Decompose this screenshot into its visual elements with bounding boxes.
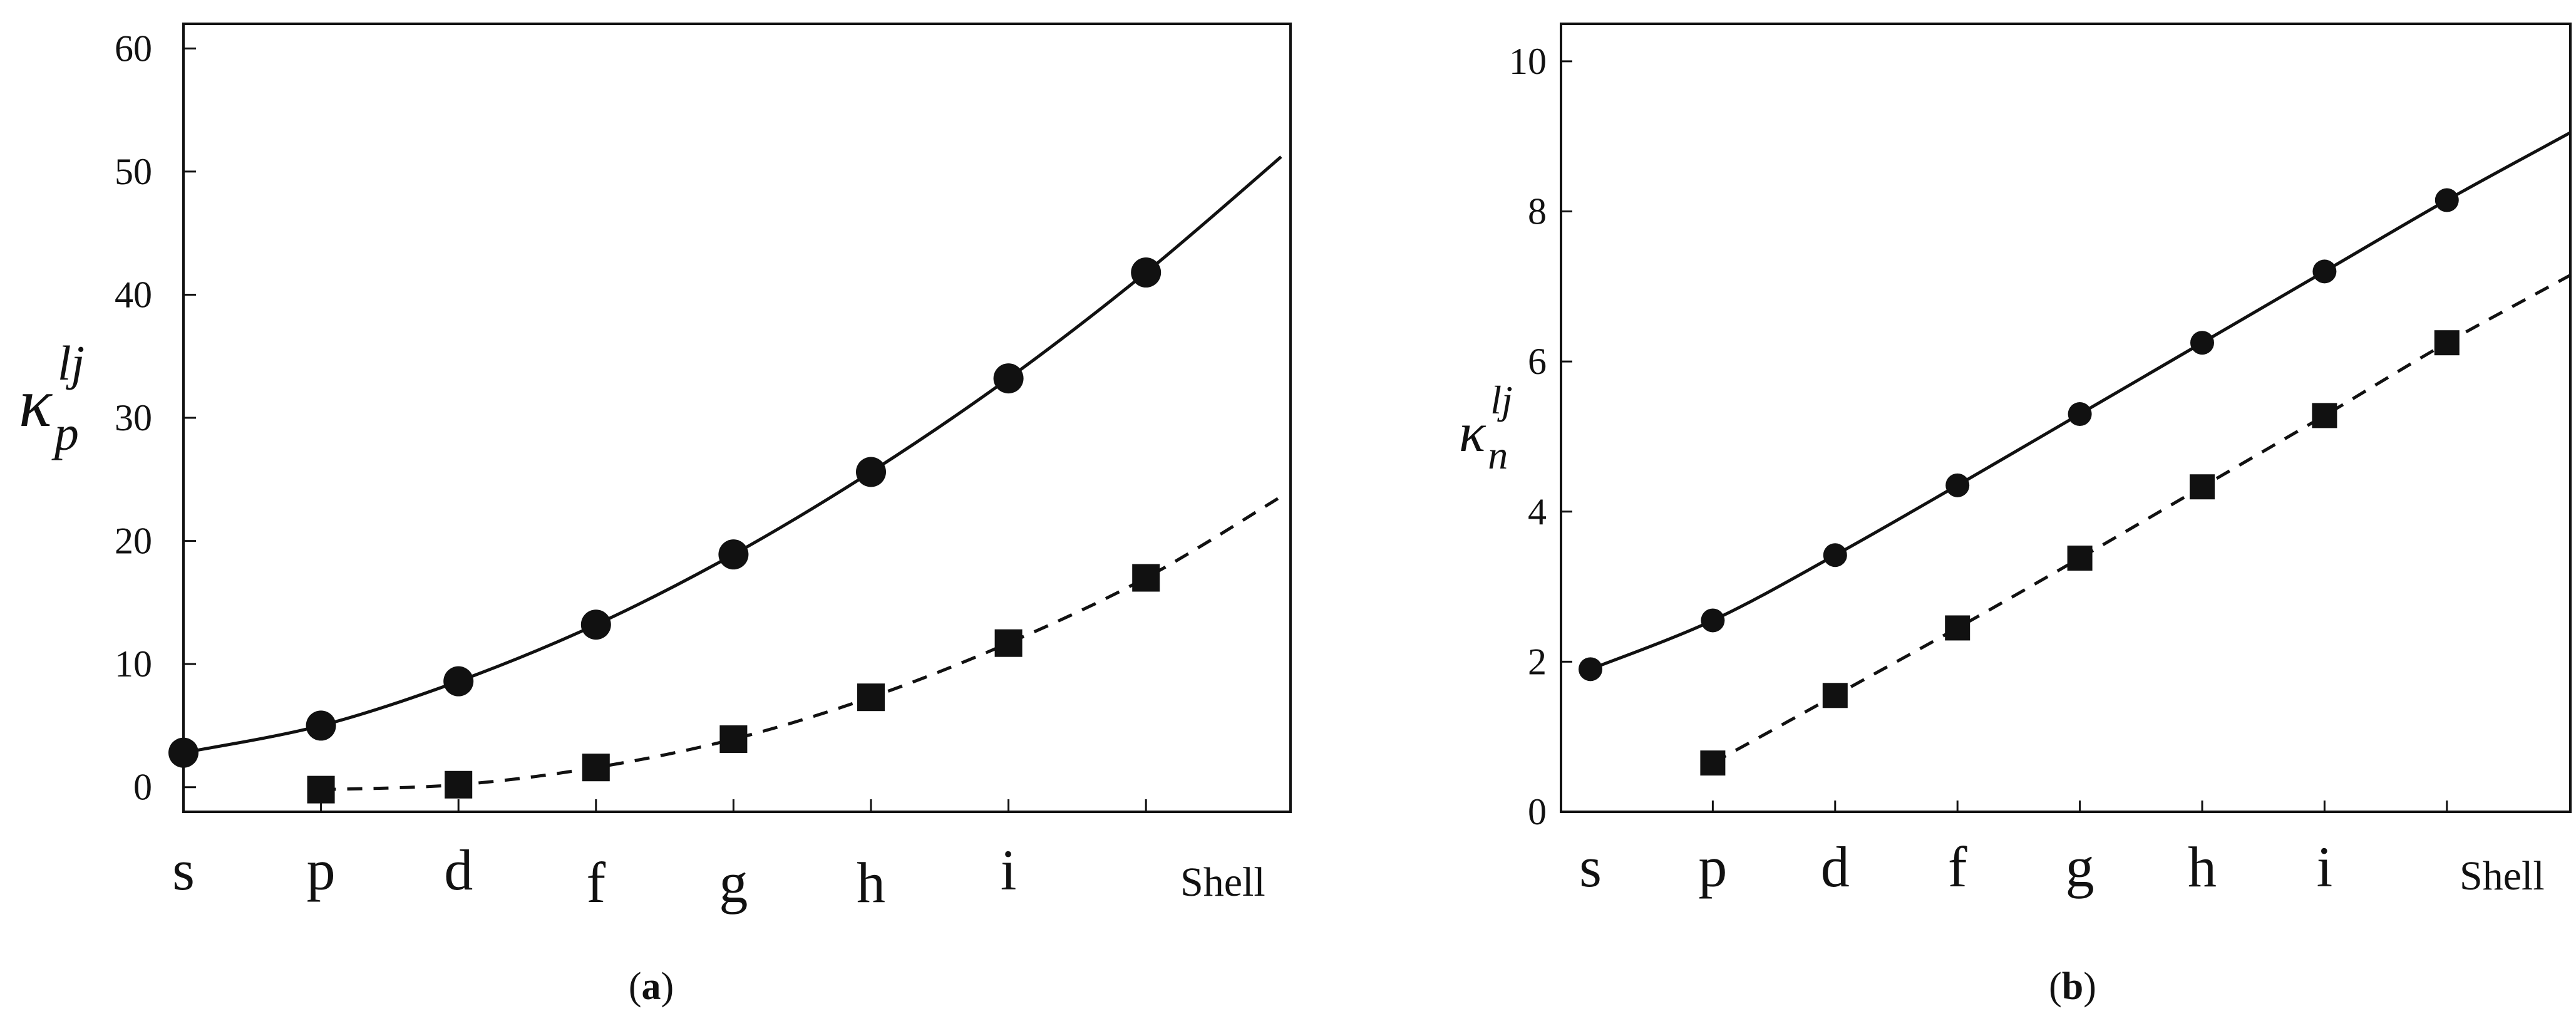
circles-point-d	[1823, 543, 1847, 568]
squares-point-p	[307, 775, 335, 804]
y-ticks-a: 0 10 20 30 40 50 60	[115, 28, 196, 808]
series-line-circles	[1590, 131, 2572, 671]
circles-point-h	[856, 457, 886, 487]
circles-point-s	[1579, 657, 1602, 682]
y-tick-label: 6	[1528, 341, 1547, 382]
x-axis-label-a: Shell	[1180, 859, 1265, 905]
squares-point-end	[1132, 564, 1160, 592]
plot-frame-a	[182, 23, 1292, 813]
y-tick-label: 0	[1528, 791, 1547, 832]
circles-point-d	[443, 666, 474, 697]
circles-point-i	[993, 363, 1024, 394]
x-tick-label-h: h	[857, 851, 885, 915]
circles-point-h	[2190, 331, 2214, 355]
squares-point-f	[582, 754, 610, 782]
y-axis-label-b: κnlj	[1459, 378, 1513, 477]
circles-point-s	[168, 737, 198, 768]
series-lines-a	[183, 155, 1282, 792]
x-tick-label-f: f	[1948, 835, 1967, 899]
series-markers-a	[168, 257, 1162, 804]
x-tick-label-i: i	[1001, 838, 1017, 902]
circles-point-i	[2312, 259, 2337, 284]
circles-point-end	[2434, 188, 2459, 212]
squares-point-d	[1822, 683, 1848, 708]
squares-point-d	[445, 770, 473, 799]
x-tick-label-d: d	[444, 838, 473, 902]
x-tick-label-h: h	[2188, 835, 2217, 899]
y-tick-label: 50	[115, 151, 152, 192]
squares-point-i	[2312, 403, 2337, 428]
squares-point-h	[2190, 474, 2215, 500]
x-tick-label-s: s	[1579, 835, 1602, 899]
caption-a: (a)	[629, 965, 674, 1008]
caption-b: (b)	[2049, 965, 2096, 1008]
y-tick-label: 0	[133, 767, 152, 808]
squares-point-end	[2434, 330, 2460, 356]
circles-point-f	[1945, 473, 1970, 497]
y-tick-label: 20	[115, 521, 152, 562]
squares-point-f	[1945, 615, 1971, 641]
squares-point-i	[994, 629, 1023, 657]
y-tick-label: 40	[115, 274, 152, 315]
y-ticks-b: 0 2 4 6 8 10	[1509, 41, 1572, 832]
series-markers-b	[1579, 188, 2460, 776]
y-axis-label-a: κplj	[19, 336, 85, 460]
squares-point-p	[1700, 750, 1726, 776]
y-tick-label: 4	[1528, 491, 1547, 532]
circles-point-f	[580, 609, 611, 640]
series-line-squares	[321, 495, 1282, 792]
series-line-squares	[1712, 274, 2572, 765]
y-tick-label: 30	[115, 397, 152, 438]
squares-point-g	[719, 725, 748, 754]
squares-point-h	[857, 683, 885, 712]
y-tick-label: 8	[1528, 191, 1547, 232]
x-tick-label-p: p	[307, 838, 336, 902]
y-tick-label: 10	[115, 643, 152, 685]
x-tick-label-g: g	[719, 851, 748, 915]
circles-point-g	[718, 539, 749, 570]
x-tick-label-p: p	[1698, 835, 1727, 899]
squares-point-g	[2067, 546, 2093, 571]
circles-point-p	[306, 710, 336, 741]
circles-point-g	[2068, 402, 2092, 427]
x-axis-label-b: Shell	[2460, 853, 2545, 899]
circles-point-p	[1701, 608, 1725, 633]
x-tick-label-g: g	[2066, 835, 2094, 899]
y-tick-label: 10	[1509, 41, 1547, 82]
x-tick-label-d: d	[1821, 835, 1850, 899]
plot-frame-b	[1560, 23, 2572, 813]
y-tick-label: 60	[115, 28, 152, 69]
y-tick-label: 2	[1528, 641, 1547, 682]
panel-b: 0 2 4 6 8 10 s p d f g h i Shell κnlj (b)	[1459, 23, 2572, 1008]
x-tick-label-f: f	[586, 851, 605, 915]
panel-a: 0 10 20 30 40 50 60 s p d f g h i Shell κplj (a)	[19, 23, 1292, 1008]
x-tick-label-s: s	[172, 838, 195, 902]
circles-point-end	[1131, 257, 1162, 288]
series-line-circles	[183, 155, 1282, 755]
series-lines-b	[1590, 131, 2572, 765]
x-tick-label-i: i	[2317, 835, 2333, 899]
